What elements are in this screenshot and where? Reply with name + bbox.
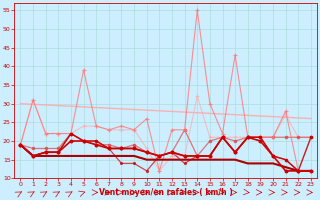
X-axis label: Vent moyen/en rafales ( km/h ): Vent moyen/en rafales ( km/h )	[99, 188, 233, 197]
